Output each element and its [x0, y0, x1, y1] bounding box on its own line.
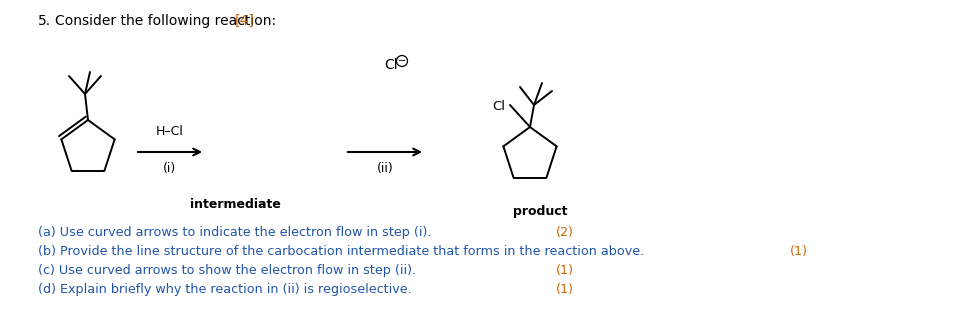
Text: Consider the following reaction:: Consider the following reaction:: [55, 14, 276, 28]
Text: (1): (1): [790, 245, 808, 258]
Text: (c) Use curved arrows to show the electron flow in step (ii).: (c) Use curved arrows to show the electr…: [38, 264, 416, 277]
Text: (a) Use curved arrows to indicate the electron flow in step (i).: (a) Use curved arrows to indicate the el…: [38, 226, 432, 239]
Text: Cl: Cl: [384, 58, 398, 72]
Text: −: −: [398, 56, 406, 66]
Text: Cl: Cl: [492, 100, 505, 113]
Text: H–Cl: H–Cl: [156, 125, 184, 138]
Text: (ii): (ii): [377, 162, 393, 175]
Text: (2): (2): [556, 226, 573, 239]
Text: product: product: [513, 205, 568, 218]
Text: intermediate: intermediate: [190, 198, 280, 211]
Text: 5.: 5.: [38, 14, 51, 28]
Text: (b) Provide the line structure of the carbocation intermediate that forms in the: (b) Provide the line structure of the ca…: [38, 245, 644, 258]
Text: (1): (1): [556, 264, 574, 277]
Text: [4]: [4]: [235, 14, 255, 28]
Text: (i): (i): [163, 162, 176, 175]
Text: (d) Explain briefly why the reaction in (ii) is regioselective.: (d) Explain briefly why the reaction in …: [38, 283, 411, 296]
Text: (1): (1): [556, 283, 574, 296]
